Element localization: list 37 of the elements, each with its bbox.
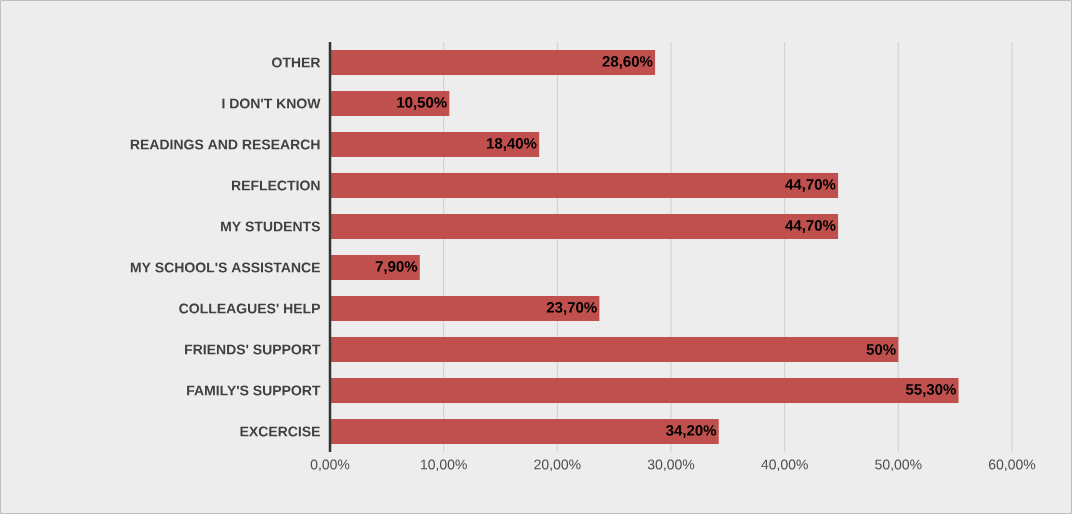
x-tick-label: 0,00% xyxy=(310,459,350,472)
bar xyxy=(330,336,899,362)
y-tick-label: FAMILY'S SUPPORT xyxy=(187,385,321,396)
bar xyxy=(330,213,839,239)
x-tick-label: 60,00% xyxy=(988,459,1036,472)
y-tick-label: REFLECTION xyxy=(231,180,320,191)
bar xyxy=(330,418,719,444)
x-tick-label: 50,00% xyxy=(875,459,922,472)
data-label: 28,60% xyxy=(602,56,653,69)
data-label: 10,50% xyxy=(397,97,447,110)
bar xyxy=(330,377,959,403)
bar xyxy=(330,131,540,157)
data-label: 7,90% xyxy=(375,261,418,274)
data-label: 55,30% xyxy=(905,384,956,397)
bar xyxy=(330,254,420,280)
data-label: 34,20% xyxy=(666,425,717,438)
y-tick-label: EXCERCISE xyxy=(240,426,320,437)
x-tick-label: 30,00% xyxy=(647,459,695,472)
bar xyxy=(330,172,839,198)
x-tick-label: 40,00% xyxy=(761,459,808,472)
y-tick-label: READINGS AND RESEARCH xyxy=(130,139,320,150)
y-tick-label: COLLEAGUES' HELP xyxy=(179,303,320,314)
y-tick-label: MY SCHOOL'S ASSISTANCE xyxy=(130,262,320,273)
bar xyxy=(330,49,656,75)
data-label: 18,40% xyxy=(487,138,537,151)
y-tick-label: OTHER xyxy=(272,57,321,68)
y-tick-label: I DON'T KNOW xyxy=(222,98,321,109)
x-tick-label: 10,00% xyxy=(421,459,467,472)
data-label: 50% xyxy=(866,344,896,355)
bar xyxy=(330,90,450,116)
data-label: 44,70% xyxy=(785,220,836,233)
y-tick-label: FRIENDS' SUPPORT xyxy=(185,344,321,355)
data-label: 23,70% xyxy=(546,302,597,315)
y-tick-label: MY STUDENTS xyxy=(221,221,320,232)
bar xyxy=(330,295,600,321)
x-tick-label: 20,00% xyxy=(534,459,581,472)
data-label: 44,70% xyxy=(785,179,836,192)
